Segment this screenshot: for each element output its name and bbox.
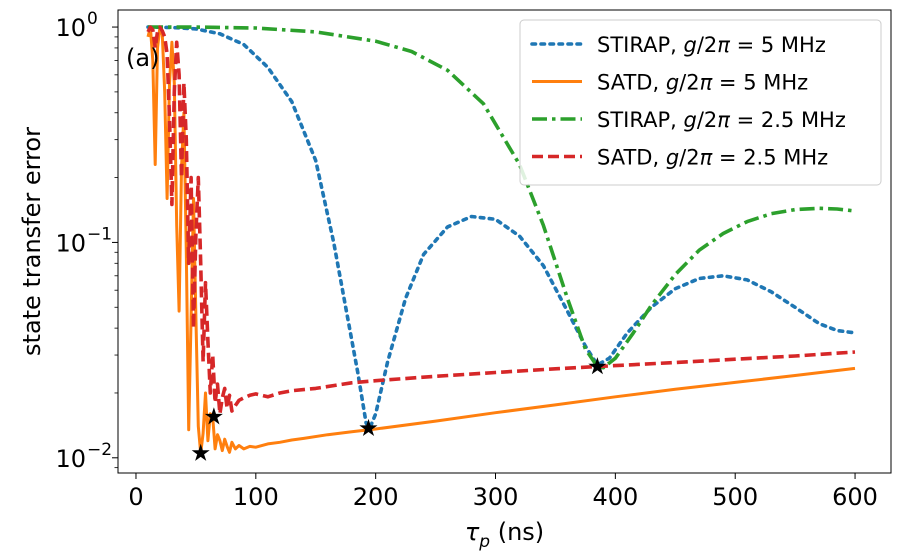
y-tick-exponent: −2 bbox=[87, 440, 112, 460]
series-line-1 bbox=[146, 25, 857, 431]
panel-label: (a) bbox=[126, 44, 159, 72]
plot-area bbox=[146, 25, 857, 461]
x-tick-label: 600 bbox=[832, 483, 878, 511]
x-tick-label: 200 bbox=[353, 483, 399, 511]
axis-labels: τp (ns) state transfer error bbox=[18, 127, 544, 552]
series-group bbox=[146, 25, 857, 455]
x-tick-label: 300 bbox=[473, 483, 519, 511]
x-tick-label: 100 bbox=[233, 483, 279, 511]
legend-label-4: SATD, g/2π = 2.5 MHz bbox=[597, 146, 828, 170]
star-marker bbox=[359, 418, 378, 436]
star-marker bbox=[191, 443, 210, 461]
legend-box bbox=[519, 19, 882, 186]
y-axis-label: state transfer error bbox=[18, 127, 46, 356]
y-tick-label: 10 bbox=[55, 445, 86, 473]
legend-label-1: STIRAP, g/2π = 5 MHz bbox=[597, 33, 826, 57]
x-tick-label: 500 bbox=[712, 483, 758, 511]
x-axis-label: τp (ns) bbox=[465, 518, 544, 552]
y-tick-label: 10 bbox=[55, 14, 86, 42]
legend-label-3: STIRAP, g/2π = 2.5 MHz bbox=[597, 108, 846, 132]
series-line-3 bbox=[148, 25, 856, 370]
x-tick-label: 400 bbox=[592, 483, 638, 511]
y-tick-label: 10 bbox=[55, 229, 86, 257]
y-tick-exponent: −1 bbox=[87, 224, 112, 244]
plot-frame bbox=[117, 9, 892, 474]
legend: STIRAP, g/2π = 5 MHz SATD, g/2π = 5 MHz ST… bbox=[519, 19, 882, 186]
y-tick-exponent: 0 bbox=[87, 9, 98, 29]
legend-label-2: SATD, g/2π = 5 MHz bbox=[597, 71, 808, 95]
star-marker bbox=[204, 407, 223, 425]
x-tick-label: 0 bbox=[128, 483, 143, 511]
series-line-4 bbox=[146, 25, 856, 416]
star-marker bbox=[588, 357, 607, 375]
series-line-2 bbox=[146, 25, 856, 455]
